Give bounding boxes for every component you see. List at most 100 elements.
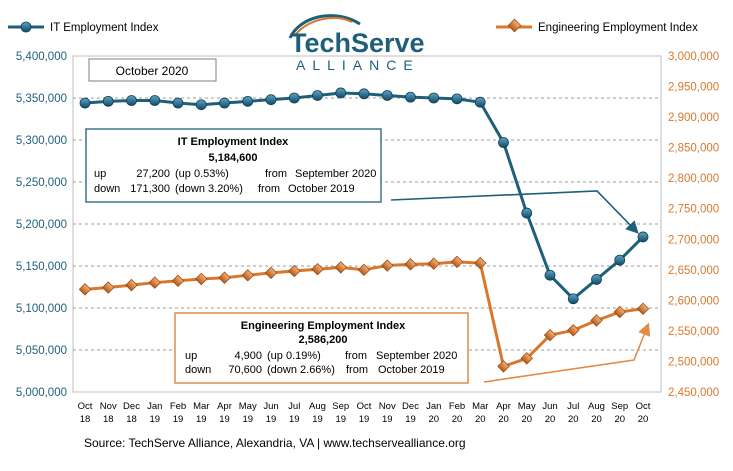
x-tick-year: 19 — [335, 414, 346, 425]
svg-text:27,200: 27,200 — [136, 168, 170, 180]
x-tick-year: 19 — [242, 414, 253, 425]
logo-subtitle: ALLIANCE — [296, 57, 420, 73]
eng-box-row-2: down 70,600 (down 2.66%) from October 20… — [185, 364, 445, 376]
it-data-point — [335, 87, 347, 99]
svg-text:up: up — [185, 350, 197, 362]
x-tick-month: Jan — [147, 401, 162, 412]
svg-text:down: down — [185, 364, 211, 376]
right-tick-label: 2,500,000 — [668, 356, 719, 368]
x-tick-month: Mar — [193, 401, 209, 412]
eng-data-point — [427, 257, 440, 270]
x-tick-year: 18 — [103, 414, 114, 425]
eng-info-box: Engineering Employment Index 2,586,200 u… — [174, 312, 469, 384]
period-box — [88, 58, 217, 82]
eng-data-point — [520, 352, 533, 365]
it-data-point — [358, 88, 370, 100]
it-data-point — [474, 96, 486, 108]
eng-data-point — [264, 266, 278, 280]
x-tick-month: Jul — [567, 401, 579, 412]
it-data-point — [381, 90, 393, 101]
source-note: Source: TechServe Alliance, Alexandria, … — [84, 436, 466, 450]
it-data-point — [591, 274, 602, 285]
right-tick-label: 2,650,000 — [668, 265, 719, 277]
x-tick-month: May — [239, 401, 257, 412]
x-tick-year: 20 — [638, 414, 649, 425]
x-tick-month: Mar — [472, 401, 488, 412]
x-tick-month: Feb — [170, 401, 186, 412]
x-tick-year: 20 — [614, 414, 625, 425]
eng-data-point — [450, 255, 464, 269]
svg-text:171,300: 171,300 — [130, 183, 170, 195]
eng-data-point — [590, 314, 603, 327]
x-tick-year: 20 — [428, 414, 439, 425]
svg-text:70,600: 70,600 — [228, 364, 262, 376]
it-box-title: IT Employment Index — [178, 136, 290, 148]
techserve-logo: TechServe ALLIANCE — [288, 14, 425, 73]
x-tick-year: 18 — [80, 414, 91, 425]
left-tick-label: 5,400,000 — [16, 51, 67, 63]
it-data-point — [544, 269, 556, 281]
right-tick-label: 2,750,000 — [668, 204, 719, 216]
x-tick-month: Dec — [123, 401, 140, 412]
left-tick-label: 5,300,000 — [16, 135, 67, 147]
it-data-point — [614, 254, 626, 266]
x-tick-year: 19 — [405, 414, 416, 425]
svg-text:October 2019: October 2019 — [288, 183, 355, 195]
it-data-point — [567, 293, 579, 305]
eng-box-row-1: up 4,900 (up 0.19%) from September 2020 — [185, 350, 457, 362]
svg-text:4,900: 4,900 — [234, 350, 262, 362]
x-tick-year: 19 — [149, 414, 160, 425]
x-tick-month: Apr — [496, 401, 511, 412]
it-data-point — [79, 97, 91, 109]
left-tick-label: 5,050,000 — [16, 345, 67, 357]
x-tick-year: 20 — [475, 414, 486, 425]
eng-box-title: Engineering Employment Index — [241, 320, 406, 332]
eng-data-point — [78, 283, 92, 296]
svg-text:September 2020: September 2020 — [376, 350, 457, 362]
logo-title: TechServe — [290, 28, 425, 58]
eng-data-point — [404, 258, 417, 271]
x-tick-month: Jun — [263, 401, 278, 412]
it-data-point — [288, 92, 300, 104]
legend-item-it: IT Employment Index — [8, 21, 159, 34]
x-tick-year: 20 — [568, 414, 579, 425]
x-tick-year: 19 — [219, 414, 230, 425]
x-tick-month: Aug — [309, 401, 326, 412]
eng-data-point — [311, 262, 324, 276]
left-tick-label: 5,000,000 — [16, 387, 67, 399]
it-box-value: 5,184,600 — [209, 152, 258, 164]
x-tick-year: 20 — [591, 414, 602, 425]
left-tick-label: 5,100,000 — [16, 303, 67, 315]
series-eng — [78, 255, 650, 373]
left-tick-label: 5,200,000 — [16, 219, 67, 231]
x-tick-month: May — [518, 401, 536, 412]
legend-label-it: IT Employment Index — [50, 22, 159, 34]
it-data-point — [498, 137, 509, 148]
x-tick-month: Oct — [636, 401, 651, 412]
svg-text:from: from — [345, 350, 367, 362]
x-tick-month: Oct — [357, 401, 372, 412]
it-data-point — [242, 95, 254, 107]
eng-data-point — [148, 276, 161, 289]
right-tick-label: 2,950,000 — [668, 82, 719, 94]
x-tick-month: Nov — [100, 401, 117, 412]
x-tick-year: 20 — [545, 414, 556, 425]
eng-data-point — [125, 278, 138, 292]
legend-label-eng: Engineering Employment Index — [538, 22, 698, 34]
it-data-point — [521, 207, 533, 219]
eng-data-point — [357, 263, 371, 277]
left-tick-label: 5,250,000 — [16, 177, 67, 189]
x-tick-year: 20 — [521, 414, 532, 425]
svg-text:from: from — [346, 364, 368, 376]
svg-text:(up 0.19%): (up 0.19%) — [267, 350, 321, 362]
svg-text:up: up — [94, 168, 106, 180]
x-tick-year: 19 — [359, 414, 370, 425]
x-tick-year: 19 — [312, 414, 323, 425]
it-data-point — [312, 90, 323, 101]
eng-data-point — [195, 272, 208, 286]
eng-data-point — [102, 281, 115, 294]
it-data-point — [149, 95, 161, 106]
right-tick-label: 2,550,000 — [668, 326, 719, 338]
right-tick-label: 2,850,000 — [668, 143, 719, 155]
